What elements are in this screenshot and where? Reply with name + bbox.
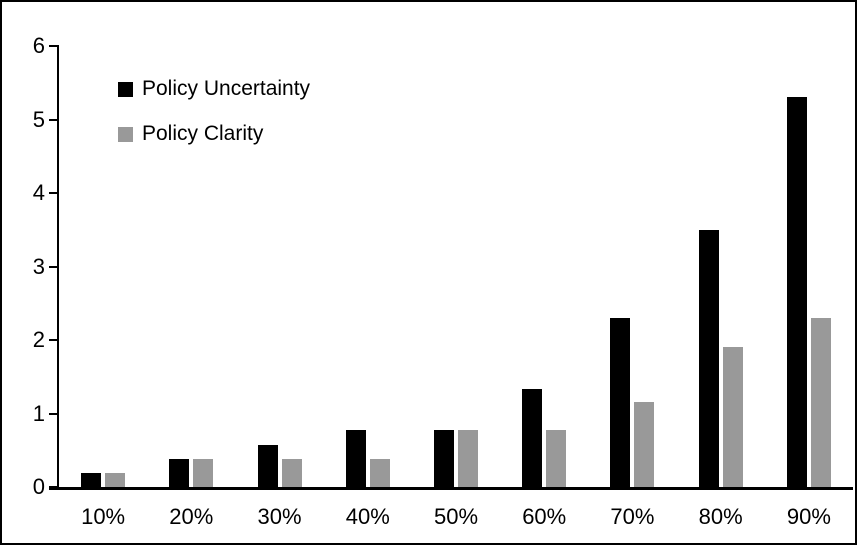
- bar-policy-uncertainty: [786, 97, 807, 487]
- y-tick-mark: [49, 118, 59, 121]
- y-tick-mark: [49, 192, 59, 194]
- y-tick-mark: [49, 265, 59, 268]
- bar-policy-clarity: [546, 430, 567, 487]
- bar-policy-clarity: [634, 402, 655, 487]
- bar-policy-uncertainty: [522, 389, 543, 487]
- bar-policy-clarity: [722, 347, 743, 487]
- y-tick-mark: [49, 339, 59, 341]
- legend-label-policy-uncertainty: Policy Uncertainty: [142, 77, 311, 100]
- y-tick-label: 5: [32, 106, 45, 132]
- y-tick-label: 3: [32, 253, 45, 279]
- y-tick-label: 2: [32, 327, 45, 352]
- bar-policy-clarity: [105, 473, 126, 487]
- y-tick-label: 1: [32, 400, 45, 426]
- y-tick-label: 6: [32, 33, 45, 58]
- bar-policy-clarity: [810, 318, 831, 487]
- x-tick-label: 20%: [169, 504, 214, 529]
- bar-policy-uncertainty: [257, 445, 278, 487]
- bar-policy-clarity: [193, 459, 214, 487]
- legend-item-policy-uncertainty: Policy Uncertainty: [118, 74, 310, 104]
- bar-policy-clarity: [369, 459, 390, 487]
- y-tick-label: 4: [32, 180, 45, 205]
- bar-policy-uncertainty: [169, 459, 190, 487]
- y-tick-mark: [49, 45, 59, 47]
- bar-policy-uncertainty: [345, 430, 366, 487]
- legend-item-policy-clarity: Policy Clarity: [118, 119, 310, 149]
- y-tick-mark: [49, 412, 59, 415]
- y-tick-label: 0: [32, 474, 45, 499]
- bar-policy-uncertainty: [698, 230, 719, 487]
- x-axis-line: [49, 487, 853, 490]
- x-tick-label: 40%: [345, 504, 390, 529]
- x-tick-label: 80%: [698, 504, 743, 529]
- legend-label-policy-clarity: Policy Clarity: [142, 122, 264, 145]
- x-tick-label: 60%: [522, 504, 567, 529]
- bar-policy-uncertainty: [434, 430, 454, 487]
- y-tick-mark: [49, 486, 59, 488]
- bar-policy-uncertainty: [610, 318, 631, 487]
- bar-policy-clarity: [458, 430, 478, 487]
- x-tick-label: 50%: [433, 504, 479, 529]
- x-tick-label: 70%: [610, 504, 655, 529]
- bar-policy-uncertainty: [81, 473, 102, 487]
- x-tick-label: 10%: [81, 504, 126, 529]
- x-tick-label: 90%: [786, 504, 831, 529]
- bar-policy-clarity: [281, 459, 302, 487]
- policy-clarity-swatch-icon: [118, 126, 133, 142]
- x-tick-label: 30%: [257, 504, 302, 529]
- chart-legend: Policy Uncertainty Policy Clarity: [118, 74, 310, 164]
- policy-uncertainty-swatch-icon: [118, 81, 133, 97]
